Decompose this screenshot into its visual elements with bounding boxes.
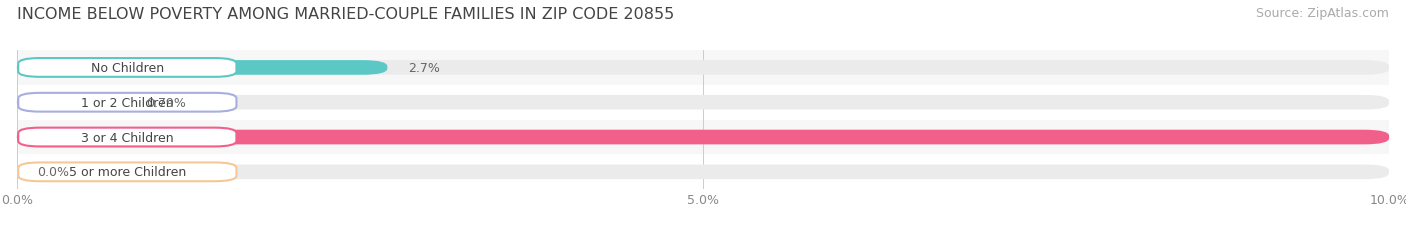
Bar bbox=[17, 155, 1389, 189]
Text: INCOME BELOW POVERTY AMONG MARRIED-COUPLE FAMILIES IN ZIP CODE 20855: INCOME BELOW POVERTY AMONG MARRIED-COUPL… bbox=[17, 7, 673, 22]
Text: 1 or 2 Children: 1 or 2 Children bbox=[82, 96, 174, 109]
Text: No Children: No Children bbox=[91, 62, 165, 75]
Text: 0.79%: 0.79% bbox=[146, 96, 186, 109]
FancyBboxPatch shape bbox=[17, 130, 1389, 145]
FancyBboxPatch shape bbox=[17, 61, 1389, 75]
FancyBboxPatch shape bbox=[18, 163, 236, 182]
Text: 2.7%: 2.7% bbox=[408, 62, 440, 75]
Text: Source: ZipAtlas.com: Source: ZipAtlas.com bbox=[1256, 7, 1389, 20]
FancyBboxPatch shape bbox=[17, 96, 125, 110]
FancyBboxPatch shape bbox=[17, 61, 388, 75]
FancyBboxPatch shape bbox=[18, 128, 236, 147]
FancyBboxPatch shape bbox=[17, 130, 1389, 145]
FancyBboxPatch shape bbox=[18, 93, 236, 112]
Text: 5 or more Children: 5 or more Children bbox=[69, 166, 186, 179]
Bar bbox=[17, 51, 1389, 85]
FancyBboxPatch shape bbox=[17, 165, 1389, 179]
Bar bbox=[17, 85, 1389, 120]
FancyBboxPatch shape bbox=[17, 96, 1389, 110]
Text: 3 or 4 Children: 3 or 4 Children bbox=[82, 131, 174, 144]
Bar bbox=[17, 120, 1389, 155]
FancyBboxPatch shape bbox=[18, 59, 236, 77]
Text: 0.0%: 0.0% bbox=[38, 166, 69, 179]
